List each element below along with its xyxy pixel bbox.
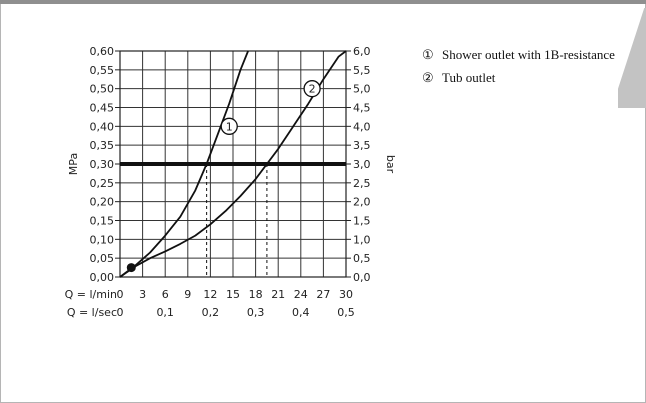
top-bar <box>0 0 646 4</box>
left-tick-label: 0,25 <box>90 177 115 190</box>
left-tick-label: 0,55 <box>90 64 115 77</box>
left-axis-label: MPa <box>67 153 80 175</box>
series-marker-2 <box>303 80 321 98</box>
legend: ① Shower outlet with 1B-resistance ② Tub… <box>422 46 622 92</box>
series-marker-label: 1 <box>226 120 233 133</box>
left-tick-label: 0,20 <box>90 196 115 209</box>
x-secondary-tick-label: 0,1 <box>156 306 174 319</box>
x-secondary-tick-label: 0,2 <box>202 306 220 319</box>
left-tick-label: 0,00 <box>90 271 115 284</box>
right-tick-label: 3,5 <box>353 139 371 152</box>
right-tick-label: 3,0 <box>353 158 371 171</box>
right-axis-label: bar <box>384 155 397 174</box>
left-tick-label: 0,30 <box>90 158 115 171</box>
x-primary-tick-label: 15 <box>226 288 240 301</box>
x-axis-primary-label: Q = l/min <box>65 288 117 301</box>
x-primary-tick-label: 6 <box>162 288 169 301</box>
x-secondary-tick-label: 0 <box>117 306 124 319</box>
x-primary-tick-label: 3 <box>139 288 146 301</box>
x-secondary-tick-label: 0,4 <box>292 306 310 319</box>
legend-item: ② Tub outlet <box>422 69 622 86</box>
x-primary-tick-label: 0 <box>117 288 124 301</box>
x-primary-tick-label: 21 <box>271 288 285 301</box>
left-tick-label: 0,60 <box>90 45 115 58</box>
x-primary-tick-label: 18 <box>249 288 263 301</box>
right-tick-label: 6,0 <box>353 45 371 58</box>
series-marker-label: 2 <box>309 83 316 96</box>
right-tick-label: 1,0 <box>353 233 371 246</box>
right-tick-label: 0,5 <box>353 252 371 265</box>
x-axis-secondary-label: Q = l/sec <box>67 306 117 319</box>
start-dot <box>126 263 136 273</box>
tick-labels: 0,000,050,100,150,200,250,300,350,400,45… <box>65 45 397 319</box>
left-tick-label: 0,45 <box>90 102 115 115</box>
right-tick-label: 4,5 <box>353 102 371 115</box>
legend-number: ② <box>422 70 434 85</box>
legend-number: ① <box>422 47 434 62</box>
left-tick-label: 0,10 <box>90 233 115 246</box>
right-tick-label: 2,5 <box>353 177 371 190</box>
x-secondary-tick-label: 0,3 <box>247 306 265 319</box>
right-tick-label: 4,0 <box>353 120 371 133</box>
left-tick-label: 0,50 <box>90 83 115 96</box>
right-tick-label: 0,0 <box>353 271 371 284</box>
series-lines: 12 <box>119 50 347 278</box>
x-primary-tick-label: 24 <box>294 288 308 301</box>
x-primary-tick-label: 30 <box>339 288 353 301</box>
axes <box>115 50 351 278</box>
left-tick-label: 0,05 <box>90 252 115 265</box>
left-tick-label: 0,40 <box>90 120 115 133</box>
legend-item: ① Shower outlet with 1B-resistance <box>422 46 622 63</box>
x-primary-tick-label: 27 <box>316 288 330 301</box>
x-primary-tick-label: 9 <box>184 288 191 301</box>
right-tick-label: 2,0 <box>353 196 371 209</box>
right-tick-label: 5,0 <box>353 83 371 96</box>
legend-label: Shower outlet with 1B-resistance <box>442 47 615 62</box>
left-tick-label: 0,35 <box>90 139 115 152</box>
left-tick-label: 0,15 <box>90 215 115 228</box>
right-tick-label: 1,5 <box>353 215 371 228</box>
legend-label: Tub outlet <box>442 70 496 85</box>
series-marker-1 <box>220 117 238 135</box>
x-secondary-tick-label: 0,5 <box>337 306 355 319</box>
x-primary-tick-label: 12 <box>203 288 217 301</box>
right-tick-label: 5,5 <box>353 64 371 77</box>
